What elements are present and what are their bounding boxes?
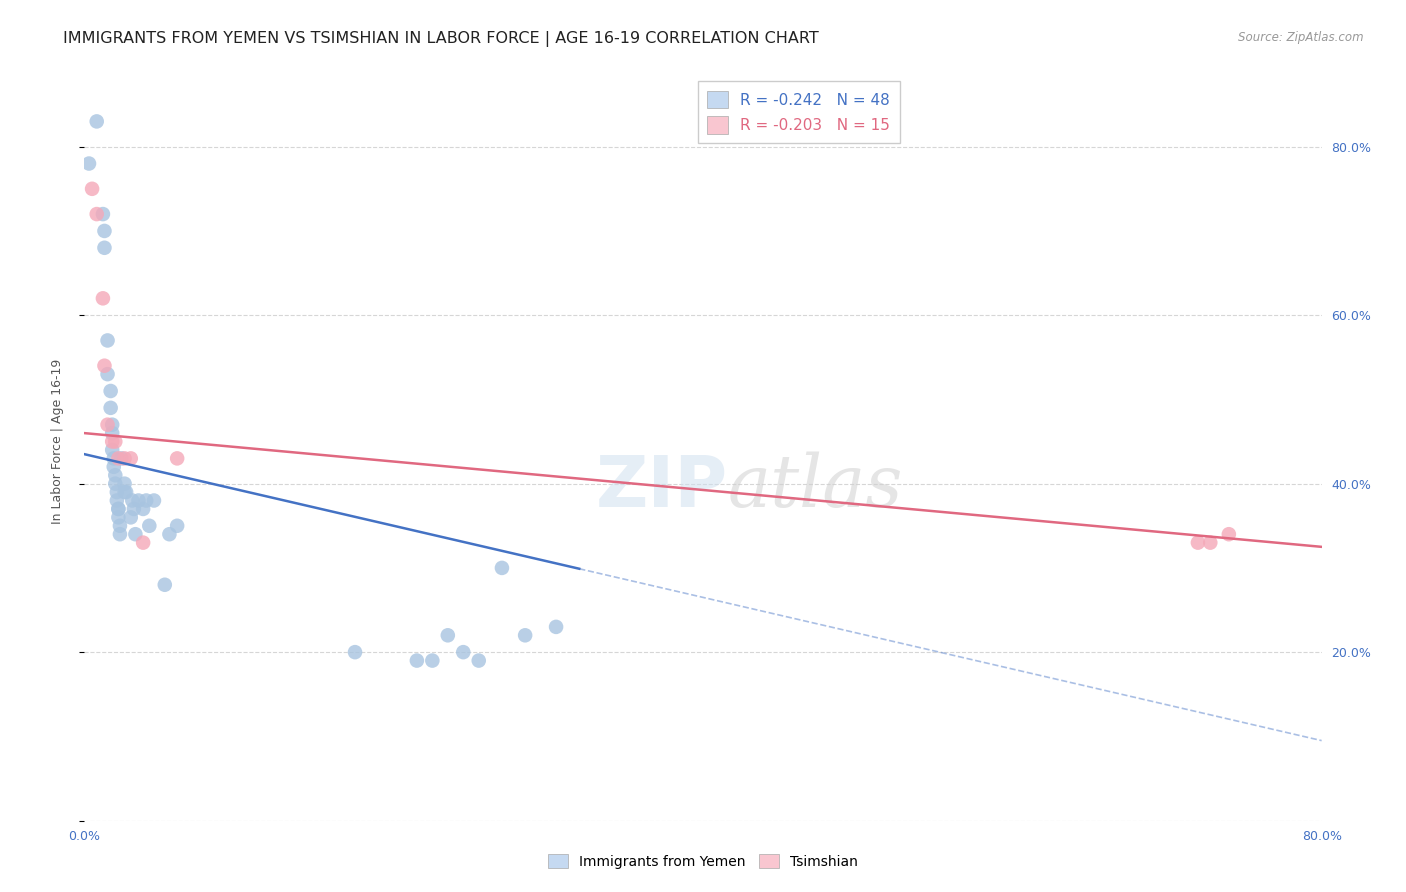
Point bbox=[107, 502, 129, 516]
Point bbox=[132, 502, 155, 516]
Point bbox=[96, 367, 118, 381]
Point bbox=[120, 510, 142, 524]
Point bbox=[491, 561, 513, 575]
Point bbox=[100, 384, 122, 398]
Point bbox=[124, 527, 146, 541]
Legend: Immigrants from Yemen, Tsimshian: Immigrants from Yemen, Tsimshian bbox=[543, 848, 863, 874]
Point bbox=[453, 645, 475, 659]
Point bbox=[121, 493, 143, 508]
Point bbox=[86, 207, 108, 221]
Point bbox=[77, 156, 100, 170]
Point bbox=[143, 493, 166, 508]
Point bbox=[436, 628, 458, 642]
Point bbox=[82, 182, 104, 196]
Point bbox=[110, 451, 132, 466]
Point bbox=[138, 518, 160, 533]
Point bbox=[96, 334, 118, 348]
Point bbox=[515, 628, 537, 642]
Text: ZIP: ZIP bbox=[596, 452, 728, 522]
Point bbox=[101, 434, 124, 449]
Point bbox=[135, 493, 157, 508]
Point bbox=[86, 114, 108, 128]
Point bbox=[104, 476, 127, 491]
Point bbox=[103, 451, 125, 466]
Point bbox=[114, 485, 136, 500]
Point bbox=[107, 451, 129, 466]
Point bbox=[93, 359, 115, 373]
Point bbox=[405, 654, 427, 668]
Point bbox=[1187, 535, 1209, 549]
Point bbox=[108, 518, 131, 533]
Point bbox=[1199, 535, 1222, 549]
Point bbox=[114, 451, 136, 466]
Point bbox=[107, 510, 129, 524]
Point bbox=[114, 476, 136, 491]
Point bbox=[104, 434, 127, 449]
Point bbox=[104, 468, 127, 483]
Point bbox=[91, 207, 114, 221]
Point bbox=[153, 578, 176, 592]
Point bbox=[107, 502, 129, 516]
Point bbox=[159, 527, 180, 541]
Point bbox=[166, 451, 188, 466]
Point bbox=[546, 620, 568, 634]
Point bbox=[127, 493, 149, 508]
Point bbox=[105, 485, 128, 500]
Text: Source: ZipAtlas.com: Source: ZipAtlas.com bbox=[1239, 31, 1364, 45]
Point bbox=[166, 518, 188, 533]
Point bbox=[132, 535, 155, 549]
Text: atlas: atlas bbox=[728, 451, 903, 523]
Point bbox=[120, 451, 142, 466]
Point bbox=[96, 417, 118, 432]
Point bbox=[93, 224, 115, 238]
Text: IMMIGRANTS FROM YEMEN VS TSIMSHIAN IN LABOR FORCE | AGE 16-19 CORRELATION CHART: IMMIGRANTS FROM YEMEN VS TSIMSHIAN IN LA… bbox=[63, 31, 820, 47]
Point bbox=[101, 426, 124, 441]
Y-axis label: In Labor Force | Age 16-19: In Labor Force | Age 16-19 bbox=[51, 359, 63, 524]
Point bbox=[93, 241, 115, 255]
Point bbox=[101, 417, 124, 432]
Point bbox=[122, 502, 145, 516]
Point bbox=[343, 645, 366, 659]
Legend: R = -0.242   N = 48, R = -0.203   N = 15: R = -0.242 N = 48, R = -0.203 N = 15 bbox=[697, 81, 900, 143]
Point bbox=[101, 442, 124, 457]
Point bbox=[108, 527, 131, 541]
Point bbox=[100, 401, 122, 415]
Point bbox=[1218, 527, 1240, 541]
Point bbox=[422, 654, 444, 668]
Point bbox=[91, 291, 114, 305]
Point bbox=[115, 485, 138, 500]
Point bbox=[467, 654, 491, 668]
Point bbox=[103, 459, 125, 474]
Point bbox=[105, 493, 128, 508]
